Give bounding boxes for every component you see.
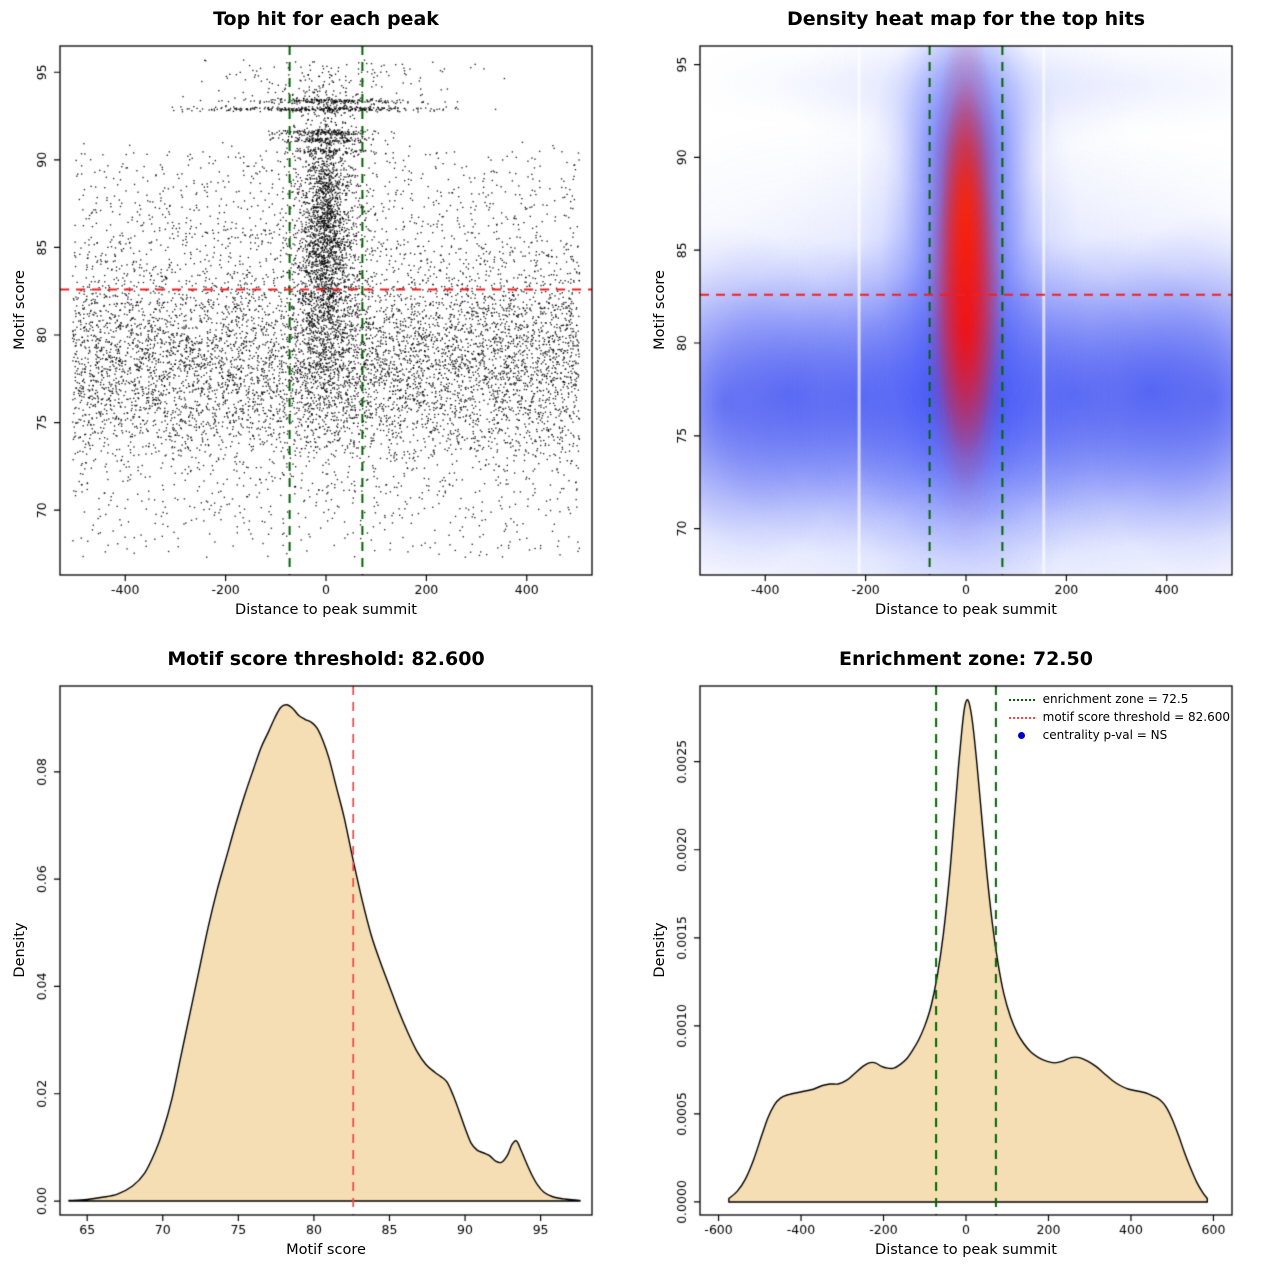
enrichment-zone-density-canvas <box>640 640 1280 1280</box>
top-hits-scatter-canvas <box>0 0 640 640</box>
legend-item-enrichment-zone: enrichment zone = 72.5 <box>1008 692 1230 707</box>
x-axis-label: Motif score <box>286 1242 366 1258</box>
panel-motif-score-density: Motif score threshold: 82.600 Density Mo… <box>0 640 640 1280</box>
legend-label: enrichment zone = 72.5 <box>1042 692 1189 706</box>
y-axis-label: Density <box>12 922 28 978</box>
legend: enrichment zone = 72.5 motif score thres… <box>1008 692 1230 743</box>
y-axis-label: Density <box>652 922 668 978</box>
legend-item-motif-threshold: motif score threshold = 82.600 <box>1008 710 1230 725</box>
panel-density-heatmap: Density heat map for the top hits Motif … <box>640 0 1280 640</box>
legend-item-centrality-pval: centrality p-val = NS <box>1009 728 1230 743</box>
x-axis-label: Distance to peak summit <box>875 602 1057 618</box>
y-axis-label: Motif score <box>12 270 28 350</box>
y-axis-label: Motif score <box>652 270 668 350</box>
density-heatmap-canvas <box>640 0 1280 640</box>
panel-title: Enrichment zone: 72.50 <box>839 648 1093 670</box>
legend-label: centrality p-val = NS <box>1042 728 1168 742</box>
panel-title: Density heat map for the top hits <box>786 8 1146 30</box>
centrality-pval-dot-swatch <box>1017 732 1025 739</box>
enrichment-zone-line-swatch <box>1008 698 1035 701</box>
x-axis-label: Distance to peak summit <box>235 602 417 618</box>
panel-enrichment-zone-density: Enrichment zone: 72.50 Density Distance … <box>640 640 1280 1280</box>
panel-top-hits-scatter: Top hit for each peak Motif score Distan… <box>0 0 640 640</box>
legend-label: motif score threshold = 82.600 <box>1042 710 1230 724</box>
page-title: Top hit for each peak <box>213 8 439 30</box>
motif-score-density-canvas <box>0 640 640 1280</box>
motif-threshold-line-swatch <box>1008 716 1035 719</box>
panel-title: Motif score threshold: 82.600 <box>167 648 485 670</box>
x-axis-label: Distance to peak summit <box>875 1242 1057 1258</box>
